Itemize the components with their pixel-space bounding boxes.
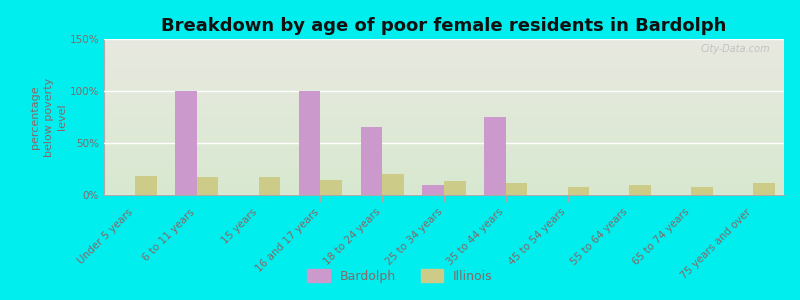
Bar (630, 184, 651, 195)
Bar (691, 187, 713, 195)
Bar (506, 182, 527, 195)
Legend: Bardolph, Illinois: Bardolph, Illinois (302, 264, 498, 288)
Title: Breakdown by age of poor female residents in Bardolph: Breakdown by age of poor female resident… (162, 17, 726, 35)
Bar (320, 180, 342, 195)
Bar (422, 184, 444, 195)
Text: City-Data.com: City-Data.com (701, 44, 770, 54)
Bar (197, 177, 218, 195)
Bar (382, 174, 404, 195)
Bar (258, 177, 280, 195)
Y-axis label: percentage
below poverty
level: percentage below poverty level (30, 77, 66, 157)
Bar (568, 187, 590, 195)
Bar (298, 91, 320, 195)
Bar (444, 182, 466, 195)
Bar (175, 91, 197, 195)
Bar (484, 117, 506, 195)
Bar (361, 128, 382, 195)
Bar (753, 182, 774, 195)
Bar (135, 176, 157, 195)
